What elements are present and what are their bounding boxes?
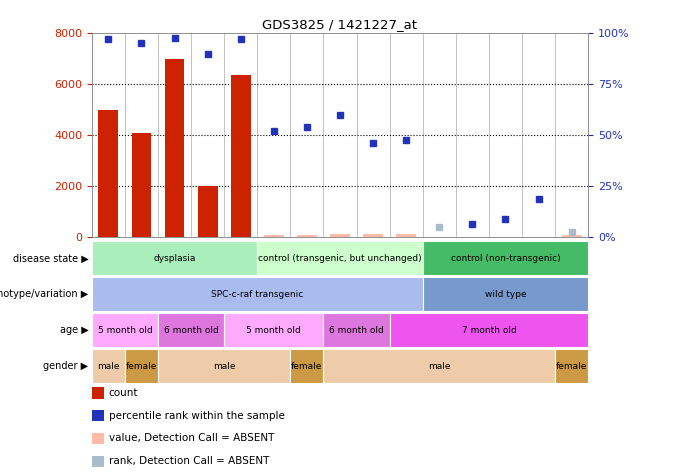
Bar (99, 109, 118, 237)
Text: gender ▶: gender ▶ (44, 361, 88, 372)
Text: female: female (556, 362, 588, 371)
Text: female: female (291, 362, 322, 371)
Text: male: male (213, 362, 235, 371)
Text: rank, Detection Call = ABSENT: rank, Detection Call = ABSENT (109, 456, 269, 466)
Bar (396, 235, 416, 237)
Text: value, Detection Call = ABSENT: value, Detection Call = ABSENT (109, 433, 274, 444)
Bar (131, 133, 152, 237)
Text: disease state ▶: disease state ▶ (13, 253, 88, 264)
Bar (297, 236, 317, 237)
Text: 5 month old: 5 month old (97, 326, 152, 335)
Text: age ▶: age ▶ (60, 325, 88, 336)
Text: 6 month old: 6 month old (164, 326, 218, 335)
Text: genotype/variation ▶: genotype/variation ▶ (0, 289, 88, 300)
Text: 7 month old: 7 month old (462, 326, 516, 335)
Text: 6 month old: 6 month old (329, 326, 384, 335)
Bar (198, 186, 218, 237)
Bar (562, 235, 581, 237)
Text: wild type: wild type (485, 290, 526, 299)
Text: control (non-transgenic): control (non-transgenic) (451, 254, 560, 263)
Bar (165, 59, 184, 237)
Text: count: count (109, 388, 138, 398)
Text: percentile rank within the sample: percentile rank within the sample (109, 410, 285, 421)
Title: GDS3825 / 1421227_at: GDS3825 / 1421227_at (262, 18, 418, 31)
Text: female: female (126, 362, 157, 371)
Bar (363, 235, 383, 237)
Text: dysplasia: dysplasia (154, 254, 196, 263)
Bar (231, 75, 251, 237)
Text: male: male (428, 362, 451, 371)
Text: 5 month old: 5 month old (246, 326, 301, 335)
Text: control (transgenic, but unchanged): control (transgenic, but unchanged) (258, 254, 422, 263)
Bar (330, 235, 350, 237)
Bar (264, 235, 284, 237)
Text: male: male (97, 362, 120, 371)
Text: SPC-c-raf transgenic: SPC-c-raf transgenic (211, 290, 303, 299)
